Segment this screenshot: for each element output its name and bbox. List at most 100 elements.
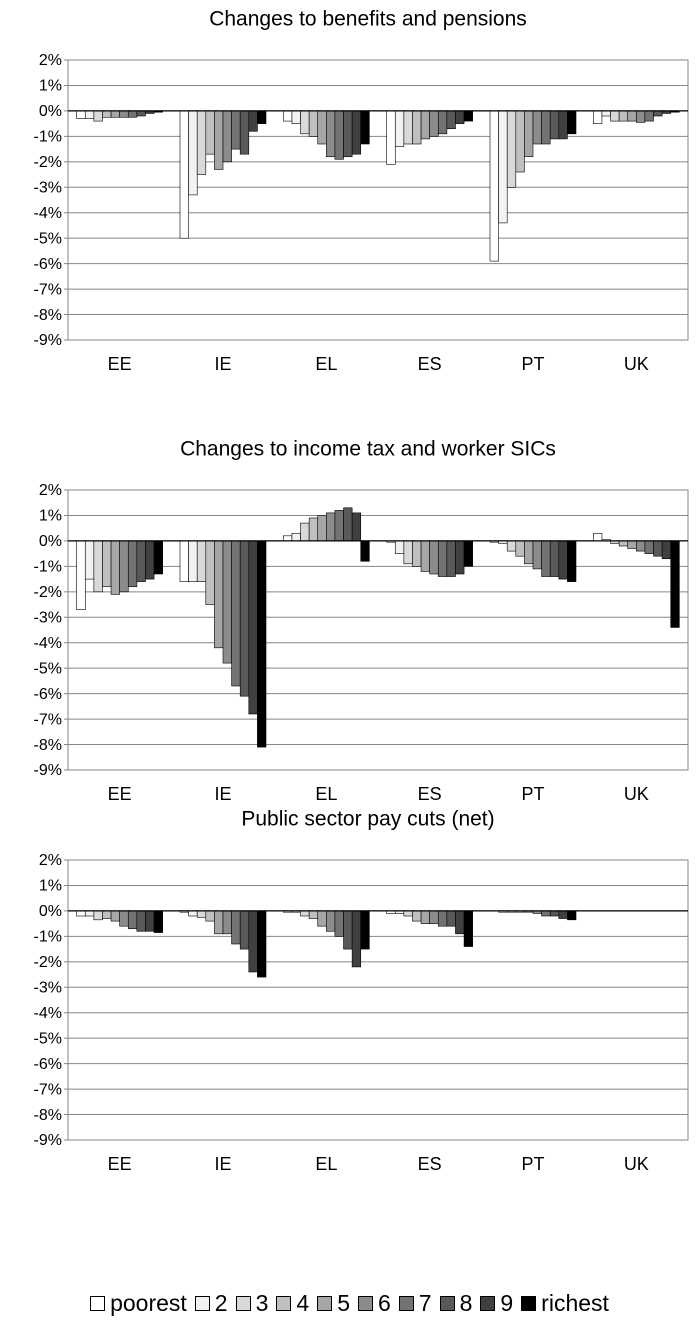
bar (110, 910, 120, 922)
bar (231, 910, 241, 945)
bar (351, 512, 362, 542)
x-tick-label: PT (521, 354, 544, 374)
bar (515, 540, 525, 557)
bar (239, 540, 250, 697)
bar (214, 110, 224, 170)
y-tick-label: -1% (34, 559, 62, 576)
bar (429, 540, 439, 575)
y-tick-label: -7% (34, 281, 62, 298)
bar (93, 540, 103, 593)
y-tick-label: -9% (34, 332, 62, 349)
bar (222, 110, 232, 163)
legend-item: 6 (357, 1290, 391, 1317)
bar (300, 110, 310, 135)
bar (248, 910, 258, 973)
bar (214, 540, 224, 649)
legend-label: 5 (337, 1290, 350, 1316)
bar (386, 110, 396, 165)
bar (257, 540, 267, 748)
bar (455, 110, 465, 124)
bar (119, 540, 129, 593)
bar (524, 540, 534, 565)
legend-label: 8 (459, 1290, 473, 1316)
bar (506, 110, 517, 188)
bar (102, 110, 112, 118)
legend-swatch (194, 1296, 210, 1311)
x-tick-label: UK (624, 784, 649, 804)
legend-item: 3 (235, 1290, 268, 1317)
bar (567, 540, 577, 582)
y-tick-label: -1% (34, 929, 62, 946)
bar (636, 540, 646, 552)
bar (196, 910, 207, 918)
bar (153, 910, 163, 933)
bar (76, 910, 86, 917)
bar (136, 910, 146, 932)
y-tick-label: 0% (39, 533, 62, 550)
legend-label: 9 (500, 1290, 514, 1316)
y-tick-label: -4% (34, 635, 62, 652)
bar (351, 910, 362, 968)
bar (248, 540, 258, 715)
x-tick-label: IE (214, 1154, 231, 1174)
bar (549, 110, 560, 140)
y-tick-label: 2% (39, 482, 62, 499)
y-tick-label: -5% (34, 1030, 62, 1047)
y-tick-label: -8% (34, 307, 62, 324)
bar (455, 910, 465, 935)
bar (567, 910, 577, 921)
bar (326, 110, 336, 158)
chart-title: Public sector pay cuts (net) (241, 808, 494, 831)
bar (627, 540, 637, 549)
y-tick-label: -6% (34, 1056, 62, 1073)
chart: Changes to benefits and pensions 2% 1% 0% -1… (34, 8, 689, 1174)
x-tick-label: IE (214, 784, 231, 804)
x-tick-label: EL (315, 354, 337, 374)
bar (558, 110, 568, 140)
bar (610, 110, 620, 122)
y-tick-label: 1% (39, 878, 62, 895)
bar (429, 910, 439, 924)
legend-label: richest (541, 1290, 609, 1316)
bar (644, 110, 654, 122)
bar (429, 110, 439, 137)
y-tick-label: -1% (34, 129, 62, 146)
bar (119, 910, 129, 927)
bar (110, 110, 120, 118)
bar (231, 540, 241, 687)
bar (127, 540, 138, 588)
y-tick-label: 0% (39, 903, 62, 920)
x-tick-label: PT (521, 784, 544, 804)
bar (515, 110, 525, 173)
bar (446, 910, 456, 927)
bar (308, 110, 319, 137)
bar (558, 540, 568, 580)
bar (76, 540, 86, 610)
x-tick-label: PT (521, 1154, 544, 1174)
bar (334, 510, 344, 542)
bar (300, 522, 310, 542)
bar (437, 110, 448, 135)
bar (343, 910, 353, 950)
x-tick-label: EE (108, 784, 132, 804)
bar (420, 540, 430, 572)
bar (188, 540, 198, 582)
bar (627, 110, 637, 122)
legend-item: 7 (398, 1290, 432, 1317)
bar (506, 540, 517, 552)
legend-swatch (480, 1296, 496, 1311)
bar (412, 910, 422, 922)
bar (222, 540, 232, 664)
legend-item: poorest (90, 1290, 187, 1317)
bar (653, 540, 663, 557)
bar (463, 540, 473, 567)
y-tick-label: -2% (34, 954, 62, 971)
y-tick-label: -9% (34, 762, 62, 779)
bar (317, 515, 327, 542)
legend-swatch (357, 1296, 373, 1311)
bar (412, 110, 422, 145)
bar (326, 910, 336, 932)
bar (84, 910, 95, 917)
bar (102, 910, 112, 919)
bar (524, 110, 534, 158)
